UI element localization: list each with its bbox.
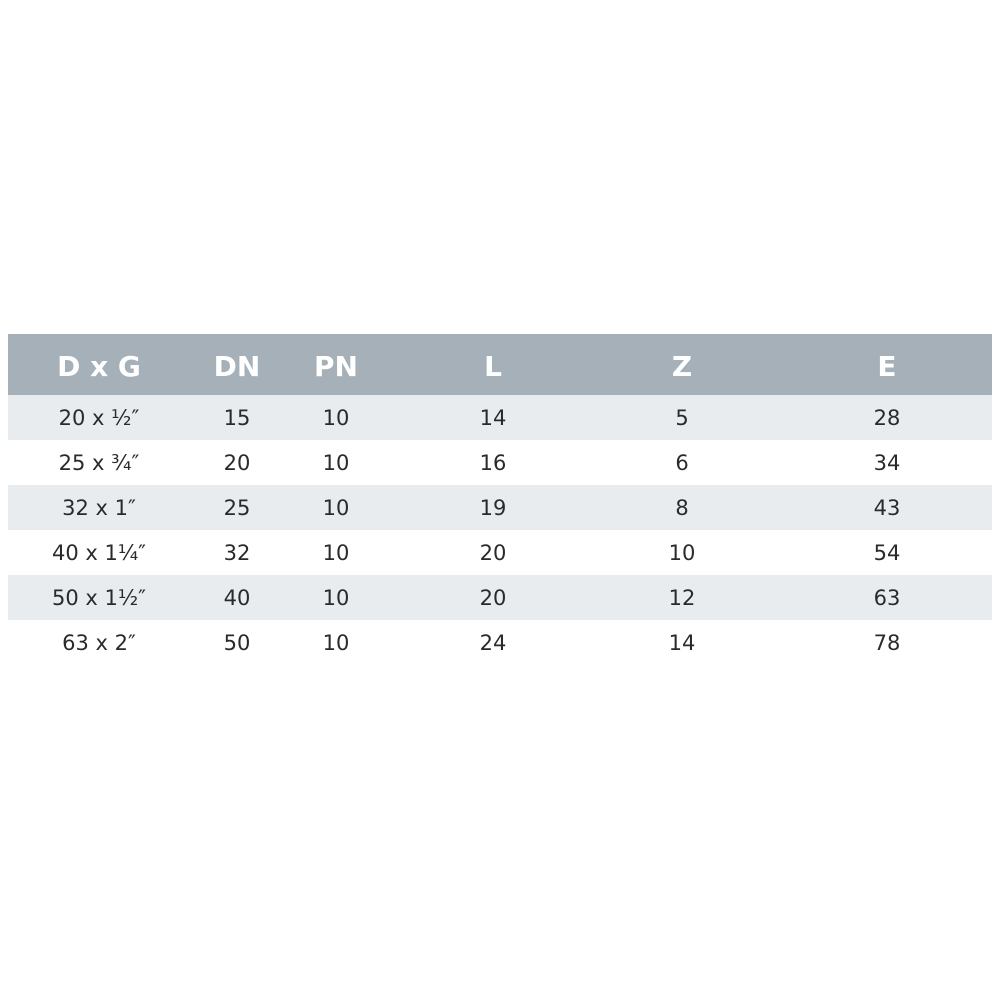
- table-cell: 16: [479, 450, 507, 475]
- table-cell: 19: [479, 495, 507, 520]
- table-cell: 25 x ¾″: [58, 450, 140, 475]
- table-cell: 10: [322, 540, 350, 565]
- table-cell: 28: [873, 405, 901, 430]
- table-cell: 50 x 1½″: [51, 585, 147, 610]
- table-cell: 10: [322, 630, 350, 655]
- table-cell: 50: [223, 630, 251, 655]
- table-cell: 10: [322, 495, 350, 520]
- table-cell: 5: [675, 405, 689, 430]
- table-cell: 78: [873, 630, 901, 655]
- table-cell: 25: [223, 495, 251, 520]
- header-z: Z: [671, 350, 693, 383]
- dimensions-table: D x G DN PN L Z E 20 x ½″ 15 10 14 5 28 25 x ¾…: [8, 334, 992, 665]
- table-cell: 40: [223, 585, 251, 610]
- table-cell: 43: [873, 495, 901, 520]
- table-cell: 54: [873, 540, 901, 565]
- table-cell: 32: [223, 540, 251, 565]
- table-cell: 10: [322, 405, 350, 430]
- header-dn: DN: [213, 350, 261, 383]
- table-cell: 32 x 1″: [62, 495, 136, 520]
- table-row: 25 x ¾″ 20 10 16 6 34: [8, 440, 992, 485]
- table-row: 20 x ½″ 15 10 14 5 28: [8, 395, 992, 440]
- table-cell: 8: [675, 495, 689, 520]
- table-header: D x G DN PN L Z E: [8, 334, 992, 395]
- table-cell: 20: [479, 540, 507, 565]
- table-cell: 10: [668, 540, 696, 565]
- table-cell: 34: [873, 450, 901, 475]
- table-row: 40 x 1¼″ 32 10 20 10 54: [8, 530, 992, 575]
- table-cell: 10: [322, 585, 350, 610]
- table-cell: 12: [668, 585, 696, 610]
- table-cell: 40 x 1¼″: [51, 540, 147, 565]
- table-cell: 14: [668, 630, 696, 655]
- table-cell: 15: [223, 405, 251, 430]
- table-row: 32 x 1″ 25 10 19 8 43: [8, 485, 992, 530]
- table-cell: 24: [479, 630, 507, 655]
- table-cell: 20 x ½″: [58, 405, 140, 430]
- header-pn: PN: [314, 350, 358, 383]
- table-row: 50 x 1½″ 40 10 20 12 63: [8, 575, 992, 620]
- table-cell: 6: [675, 450, 689, 475]
- table-cell: 20: [479, 585, 507, 610]
- header-l: L: [484, 350, 502, 383]
- header-e: E: [877, 350, 897, 383]
- table-cell: 20: [223, 450, 251, 475]
- table-cell: 63: [873, 585, 901, 610]
- header-dxg: D x G: [57, 350, 141, 383]
- table-cell: 14: [479, 405, 507, 430]
- table-cell: 63 x 2″: [62, 630, 136, 655]
- table-row: 63 x 2″ 50 10 24 14 78: [8, 620, 992, 665]
- table-cell: 10: [322, 450, 350, 475]
